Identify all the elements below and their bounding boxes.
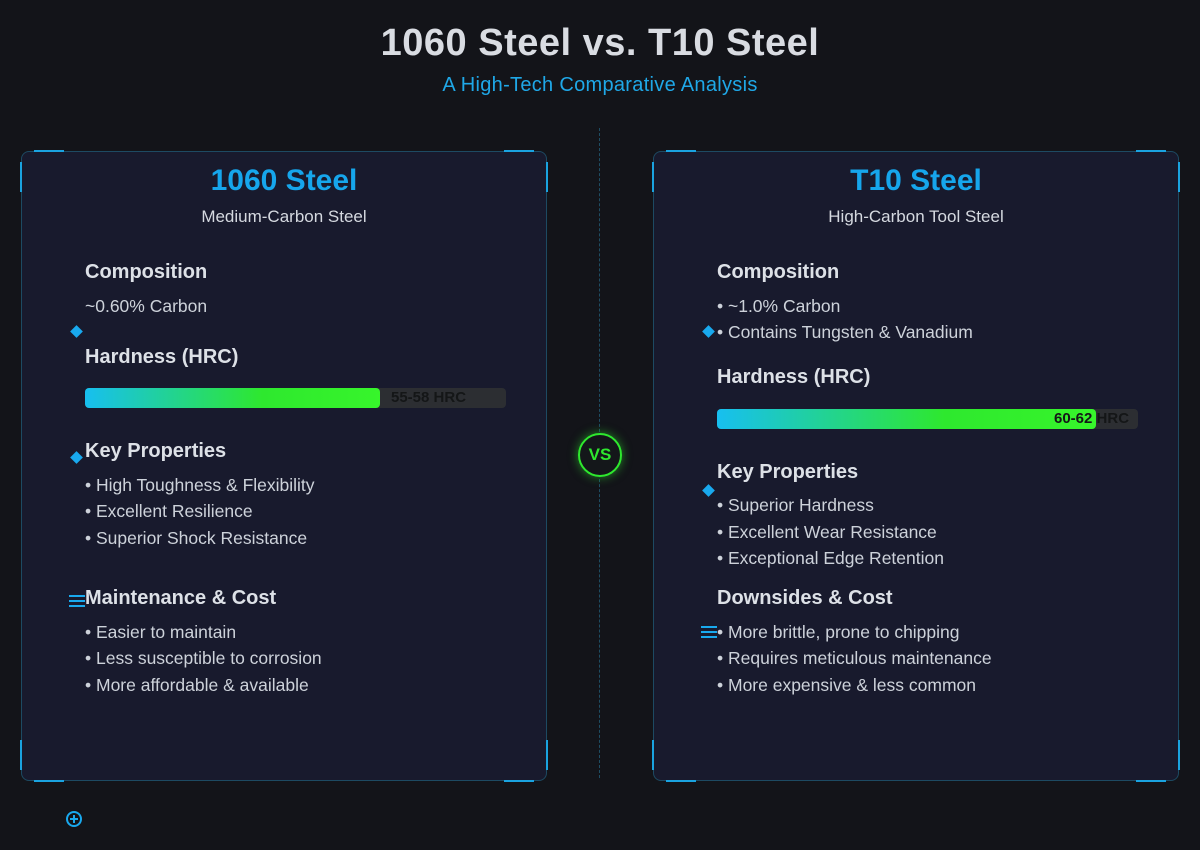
steel-t10-card: T10 Steel High-Carbon Tool Steel Composi… — [652, 150, 1180, 782]
diamond-bullet-icon — [70, 325, 83, 338]
cost-item: • Less susceptible to corrosion — [85, 648, 322, 668]
vs-badge: VS — [578, 433, 622, 477]
page-subtitle: A High-Tech Comparative Analysis — [442, 74, 758, 96]
composition-heading: Composition — [85, 261, 208, 283]
property-item: • Superior Hardness — [717, 495, 874, 515]
composition-item: ~0.60% Carbon — [85, 296, 208, 316]
composition-item: • ~1.0% Carbon — [717, 296, 841, 316]
cost-item: • Requires meticulous maintenance — [717, 648, 992, 668]
property-item: • Excellent Resilience — [85, 501, 253, 521]
composition-heading: Composition — [717, 261, 840, 283]
hardness-bar-fill — [85, 388, 380, 408]
diamond-bullet-icon — [702, 325, 715, 338]
cost-item: • Easier to maintain — [85, 622, 237, 642]
property-item: • Superior Shock Resistance — [85, 528, 308, 548]
property-item: • High Toughness & Flexibility — [85, 475, 315, 495]
property-item: • Exceptional Edge Retention — [717, 548, 944, 568]
list-icon — [701, 626, 717, 642]
card-subtitle: High-Carbon Tool Steel — [828, 207, 1004, 226]
hardness-heading: Hardness (HRC) — [717, 366, 871, 388]
cost-item: • More brittle, prone to chipping — [717, 622, 960, 642]
hardness-bar: 60-62 HRC — [717, 409, 1138, 429]
page-title: 1060 Steel vs. T10 Steel — [380, 22, 820, 64]
property-item: • Excellent Wear Resistance — [717, 522, 937, 542]
properties-heading: Key Properties — [85, 440, 227, 462]
diamond-bullet-icon — [702, 484, 715, 497]
cost-item: • More expensive & less common — [717, 675, 977, 695]
composition-item: • Contains Tungsten & Vanadium — [717, 322, 973, 342]
hardness-bar: 55-58 HRC — [85, 388, 506, 408]
properties-heading: Key Properties — [717, 461, 859, 483]
cost-item: • More affordable & available — [85, 675, 309, 695]
card-title: 1060 Steel — [210, 164, 358, 197]
card-title: T10 Steel — [850, 164, 982, 197]
steel-1060-card: 1060 Steel Medium-Carbon Steel Compositi… — [20, 150, 548, 782]
hardness-value: 60-62 HRC — [1054, 410, 1130, 427]
diamond-bullet-icon — [70, 451, 83, 464]
hardness-bar-fill — [717, 409, 1096, 429]
cost-heading: Downsides & Cost — [717, 587, 893, 609]
list-icon — [69, 595, 85, 611]
hardness-heading: Hardness (HRC) — [85, 346, 239, 368]
page-header: 1060 Steel vs. T10 Steel A High-Tech Com… — [0, 20, 1200, 97]
hardness-value: 55-58 HRC — [391, 389, 467, 406]
cost-heading: Maintenance & Cost — [85, 587, 277, 609]
add-circle-icon — [66, 811, 82, 827]
card-subtitle: Medium-Carbon Steel — [201, 207, 367, 226]
